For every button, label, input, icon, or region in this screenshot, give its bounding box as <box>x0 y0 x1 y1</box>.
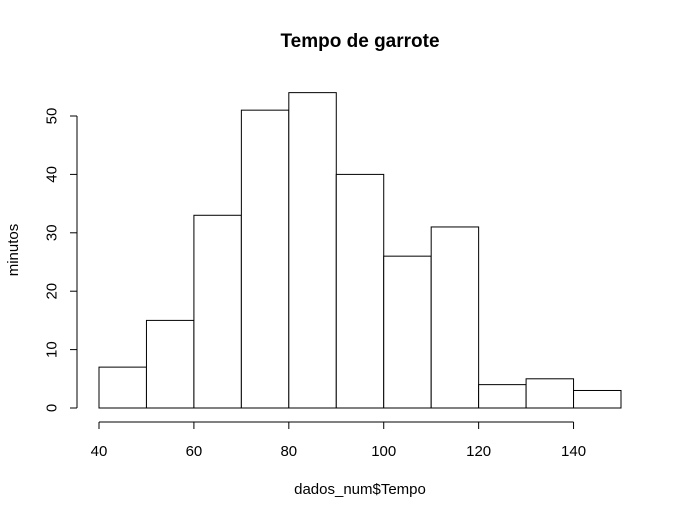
x-tick-label: 60 <box>186 443 203 460</box>
y-axis-label: minutos <box>5 224 22 277</box>
bars-group <box>98 92 622 409</box>
histogram-bar-7 <box>430 226 480 409</box>
histogram-bar-5 <box>335 173 385 409</box>
x-tick-label: 40 <box>91 443 108 460</box>
histogram-bar-9 <box>525 378 575 409</box>
x-tick-label: 140 <box>561 443 586 460</box>
histogram-bar-10 <box>573 389 622 409</box>
histogram-bar-2 <box>193 214 242 409</box>
y-axis: 0 10 20 30 40 50 <box>44 108 78 412</box>
y-tick-label: 40 <box>44 166 61 183</box>
histogram-bar-3 <box>240 109 290 409</box>
x-tick-label: 80 <box>280 443 297 460</box>
x-axis-label: dados_num$Tempo <box>294 481 426 498</box>
y-tick-label: 50 <box>44 108 61 125</box>
x-axis: 40 60 80 100 120 140 <box>91 421 586 460</box>
histogram-bar-8 <box>478 384 527 409</box>
chart-title: Tempo de garrote <box>280 31 439 52</box>
histogram-bar-6 <box>383 255 432 409</box>
y-tick-label: 10 <box>44 341 61 358</box>
histogram-bar-0 <box>98 366 147 409</box>
x-tick-label: 120 <box>466 443 491 460</box>
y-tick-label: 20 <box>44 283 61 300</box>
y-tick-label: 0 <box>44 404 61 412</box>
histogram-bar-4 <box>288 92 337 409</box>
histogram-bar-1 <box>145 319 195 409</box>
x-tick-label: 100 <box>371 443 396 460</box>
y-tick-label: 30 <box>44 224 61 241</box>
